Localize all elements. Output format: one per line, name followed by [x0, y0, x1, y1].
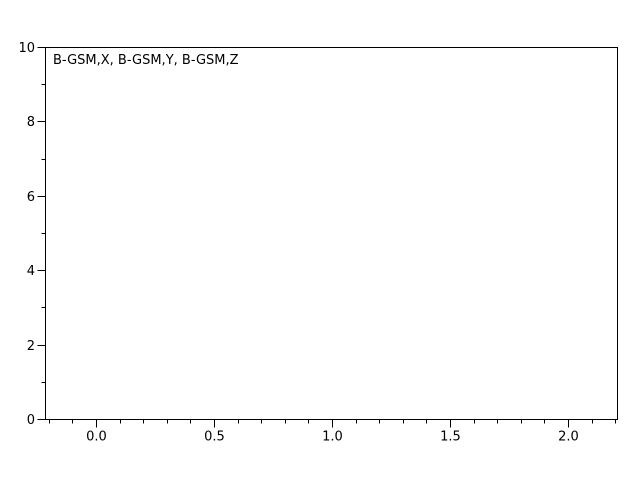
- x-tick-label: 0.0: [86, 430, 107, 445]
- x-axis-minor-ticks: [49, 419, 616, 424]
- x-tick-label: 2.0: [558, 430, 579, 445]
- x-tick-label: 0.5: [204, 430, 225, 445]
- x-tick-label: 1.0: [322, 430, 343, 445]
- x-axis-tick-labels: 0.0 0.5 1.0 1.5 2.0: [86, 430, 579, 445]
- y-tick-label: 2: [27, 339, 35, 354]
- y-axis-minor-ticks: [41, 84, 46, 383]
- plot-border: [45, 47, 618, 420]
- y-axis-major-ticks: [37, 47, 46, 420]
- y-tick-label: 6: [27, 190, 35, 205]
- y-tick-label: 0: [27, 413, 35, 428]
- y-tick-label: 4: [27, 264, 35, 279]
- y-tick-label: 10: [18, 41, 35, 56]
- x-tick-label: 1.5: [440, 430, 461, 445]
- series-annotation: B-GSM,X, B-GSM,Y, B-GSM,Z: [53, 53, 239, 68]
- y-axis-tick-labels: 0 2 4 6 8 10: [18, 41, 35, 428]
- x-axis-major-ticks: [96, 419, 569, 428]
- y-tick-label: 8: [27, 115, 35, 130]
